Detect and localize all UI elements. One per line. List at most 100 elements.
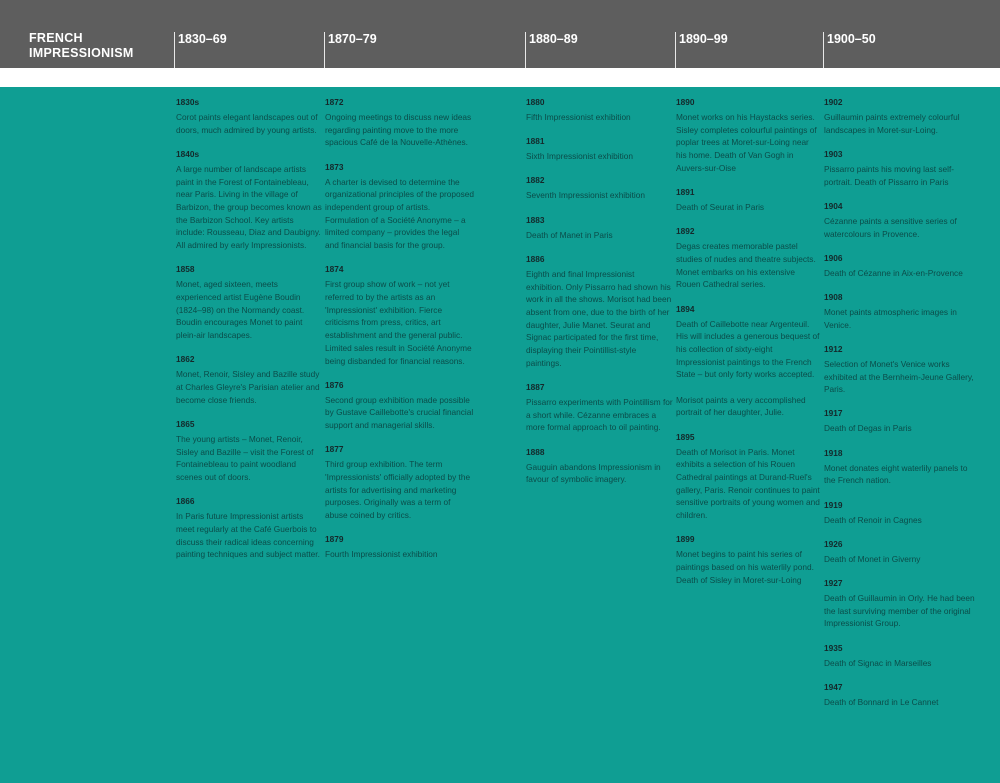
timeline-entry: 1876 Second group exhibition made possibl… bbox=[325, 379, 475, 432]
entry-text: Death of Signac in Marseilles bbox=[824, 657, 932, 668]
entry-year: 1906 bbox=[824, 252, 843, 263]
timeline-entry: 1919 Death of Renoir in Cagnes bbox=[824, 499, 976, 527]
entry-text: Sixth Impressionist exhibition bbox=[526, 151, 633, 162]
header-bar: FRENCH IMPRESSIONISM 1830–69 1870–79 188… bbox=[0, 0, 1000, 68]
timeline-column-1890-99: 1890 Monet works on his Haystacks series.… bbox=[676, 96, 820, 598]
entry-text: Pissarro experiments with Pointillism fo… bbox=[526, 396, 673, 433]
entry-text: Guillaumin paints extremely colourful la… bbox=[824, 112, 960, 135]
entry-year: 1872 bbox=[325, 97, 344, 107]
entry-year: 1890 bbox=[676, 97, 695, 107]
entry-text: Death of Morisot in Paris. Monet exhibit… bbox=[676, 446, 820, 521]
entry-text: Death of Seurat in Paris bbox=[676, 202, 765, 213]
entry-text: Cézanne paints a sensitive series of wat… bbox=[824, 215, 957, 239]
period-header-1870-79: 1870–79 bbox=[324, 32, 377, 68]
entry-text: Monet, aged sixteen, meets experienced a… bbox=[176, 279, 305, 341]
entry-year: 1902 bbox=[824, 97, 843, 107]
entry-year: 1918 bbox=[824, 447, 843, 458]
entry-text: Eighth and final Impressionist exhibitio… bbox=[526, 268, 672, 368]
entry-year: 1858 bbox=[176, 264, 195, 275]
timeline-entry: 1906 Death of Cézanne in Aix-en-Provence bbox=[824, 252, 976, 280]
entry-year: 1840s bbox=[176, 148, 200, 159]
title-line-2: IMPRESSIONISM bbox=[29, 46, 134, 60]
title-line-1: FRENCH bbox=[29, 31, 83, 45]
timeline-entry: 1830s Corot paints elegant landscapes out… bbox=[176, 96, 322, 136]
entry-text: Selection of Monet's Venice works exhibi… bbox=[824, 358, 974, 395]
entry-text: Corot paints elegant landscapes out of d… bbox=[176, 112, 318, 135]
entry-year: 1935 bbox=[824, 642, 843, 653]
entry-text: Fourth Impressionist exhibition bbox=[325, 549, 438, 560]
entry-year: 1865 bbox=[176, 418, 195, 429]
entry-text: Death of Cézanne in Aix-en-Provence bbox=[824, 267, 963, 278]
entry-year: 1876 bbox=[325, 379, 344, 390]
timeline-entry: 1899 Monet begins to paint his series of … bbox=[676, 533, 820, 586]
timeline-entry: 1927 Death of Guillaumin in Orly. He had … bbox=[824, 577, 976, 630]
timeline-entry: 1917 Death of Degas in Paris bbox=[824, 407, 976, 435]
entry-text: Death of Bonnard in Le Cannet bbox=[824, 696, 939, 707]
entry-year: 1866 bbox=[176, 496, 195, 507]
period-header-1900-50: 1900–50 bbox=[823, 32, 876, 68]
period-header-1830-69: 1830–69 bbox=[174, 32, 227, 68]
timeline-column-1880-89: 1880 Fifth Impressionist exhibition 1881 Si… bbox=[526, 96, 674, 497]
entry-text: Death of Monet in Giverny bbox=[824, 553, 921, 564]
timeline-entry: 1880 Fifth Impressionist exhibition bbox=[526, 96, 674, 124]
entry-text: Death of Renoir in Cagnes bbox=[824, 514, 922, 525]
entry-year: 1887 bbox=[526, 381, 545, 392]
entry-text: A charter is devised to determine the or… bbox=[325, 176, 474, 251]
period-header-1890-99: 1890–99 bbox=[675, 32, 728, 68]
timeline-column-1870-79: 1872 Ongoing meetings to discuss new idea… bbox=[325, 96, 475, 573]
entry-year: 1903 bbox=[824, 148, 843, 159]
timeline-entry: 1908 Monet paints atmospheric images in V… bbox=[824, 291, 976, 331]
timeline-entry: 1894 Death of Caillebotte near Argenteuil… bbox=[676, 303, 820, 420]
entry-year: 1904 bbox=[824, 200, 843, 211]
period-header-1880-89: 1880–89 bbox=[525, 32, 578, 68]
entry-text: Monet paints atmospheric images in Venic… bbox=[824, 306, 957, 330]
timeline-entry: 1892 Degas creates memorable pastel studi… bbox=[676, 225, 820, 291]
entry-text: Third group exhibition. The term 'Impres… bbox=[325, 459, 471, 521]
entry-year: 1873 bbox=[325, 161, 344, 172]
timeline-entry: 1887 Pissarro experiments with Pointillis… bbox=[526, 381, 674, 434]
timeline-entry: 1912 Selection of Monet's Venice works ex… bbox=[824, 343, 976, 396]
timeline-entry: 1881 Sixth Impressionist exhibition bbox=[526, 135, 674, 163]
entry-text: Monet, Renoir, Sisley and Bazille study … bbox=[176, 369, 320, 405]
entry-text-extra: Morisot paints a very accomplished portr… bbox=[676, 394, 806, 418]
timeline-entry: 1895 Death of Morisot in Paris. Monet exh… bbox=[676, 431, 820, 522]
timeline-entry: 1935 Death of Signac in Marseilles bbox=[824, 642, 976, 670]
entry-text: Death of Manet in Paris bbox=[526, 229, 613, 240]
entry-text: Ongoing meetings to discuss new ideas re… bbox=[325, 112, 472, 148]
timeline-entry: 1883 Death of Manet in Paris bbox=[526, 214, 674, 242]
entry-year: 1879 bbox=[325, 534, 344, 545]
entry-text: Pissarro paints his moving last self-por… bbox=[824, 163, 955, 187]
timeline-entry: 1888 Gauguin abandons Impressionism in fa… bbox=[526, 446, 674, 486]
entry-text: Death of Guillaumin in Orly. He had been… bbox=[824, 592, 975, 629]
timeline-entry: 1877 Third group exhibition. The term 'Im… bbox=[325, 443, 475, 522]
timeline-entry: 1879 Fourth Impressionist exhibition bbox=[325, 533, 475, 561]
entry-year: 1919 bbox=[824, 499, 843, 510]
entry-year: 1908 bbox=[824, 291, 843, 302]
entry-year: 1899 bbox=[676, 534, 695, 545]
entry-text: Death of Degas in Paris bbox=[824, 423, 912, 434]
entry-year: 1894 bbox=[676, 303, 695, 314]
entry-text: Monet works on his Haystacks series. Sis… bbox=[676, 112, 817, 173]
entry-year: 1891 bbox=[676, 187, 695, 198]
timeline-entry: 1902 Guillaumin paints extremely colourfu… bbox=[824, 96, 976, 136]
entry-year: 1912 bbox=[824, 343, 843, 354]
entry-year: 1926 bbox=[824, 538, 843, 549]
entry-year: 1874 bbox=[325, 264, 344, 275]
timeline-entry: 1865 The young artists – Monet, Renoir, S… bbox=[176, 418, 322, 484]
timeline-entry: 1882 Seventh Impressionist exhibition bbox=[526, 174, 674, 202]
entry-year: 1888 bbox=[526, 446, 545, 457]
entry-text: Seventh Impressionist exhibition bbox=[526, 190, 645, 201]
timeline-entry: 1890 Monet works on his Haystacks series.… bbox=[676, 96, 820, 175]
timeline-entry: 1866 In Paris future Impressionist artist… bbox=[176, 495, 322, 561]
timeline-entry: 1873 A charter is devised to determine th… bbox=[325, 161, 475, 252]
timeline-entry: 1840s A large number of landscape artists… bbox=[176, 148, 322, 252]
entry-text: In Paris future Impressionist artists me… bbox=[176, 511, 320, 560]
entry-year: 1877 bbox=[325, 444, 344, 455]
timeline-column-1900-50: 1902 Guillaumin paints extremely colourfu… bbox=[824, 96, 976, 720]
entry-text: Death of Caillebotte near Argenteuil. Hi… bbox=[676, 318, 820, 380]
entry-text: Fifth Impressionist exhibition bbox=[526, 112, 631, 122]
timeline-entry: 1872 Ongoing meetings to discuss new idea… bbox=[325, 96, 475, 149]
entry-text: Monet begins to paint his series of pain… bbox=[676, 549, 814, 585]
timeline-entry: 1858 Monet, aged sixteen, meets experienc… bbox=[176, 263, 322, 342]
timeline-entry: 1886 Eighth and final Impressionist exhib… bbox=[526, 253, 674, 370]
